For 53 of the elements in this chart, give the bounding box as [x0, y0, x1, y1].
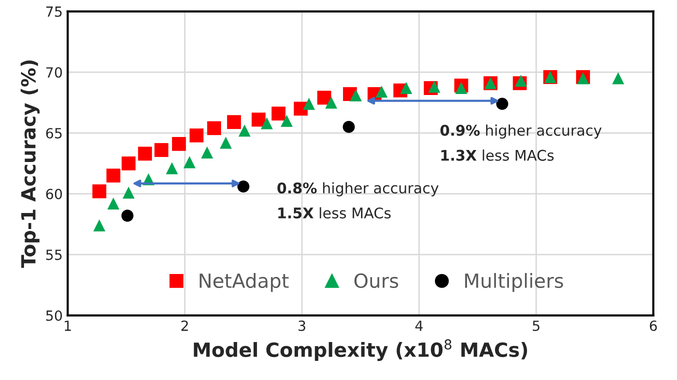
point	[106, 168, 120, 183]
y-tick-label: 60	[46, 188, 62, 200]
point	[121, 210, 134, 222]
legend-label: Multipliers	[465, 273, 564, 292]
x-tick-label: 6	[650, 320, 657, 332]
point	[122, 156, 136, 170]
point	[342, 120, 355, 133]
point	[172, 137, 186, 151]
annotation: 0.9% higher accuracy 1.3X less MACs	[440, 124, 602, 161]
legend-label: Ours	[354, 273, 398, 288]
x-tick-label: 1	[64, 320, 71, 331]
point	[496, 98, 508, 110]
annotation: 0.8% higher accuracy 1.5X less MACs	[277, 182, 439, 219]
point	[227, 115, 241, 129]
point	[428, 80, 440, 93]
point	[138, 146, 152, 161]
point	[93, 219, 106, 232]
y-tick-label: 55	[46, 250, 62, 260]
point	[92, 184, 106, 198]
x-tick-label: 4	[415, 320, 423, 331]
point	[201, 146, 214, 158]
point	[107, 198, 120, 210]
y-tick-label: 50	[46, 310, 62, 321]
point	[166, 162, 178, 174]
x-tick-label: 5	[532, 320, 540, 332]
point	[183, 156, 196, 168]
point	[122, 186, 135, 199]
point	[280, 114, 293, 127]
point	[400, 82, 412, 94]
point	[514, 74, 527, 87]
point	[260, 117, 273, 130]
point	[612, 72, 624, 84]
point	[302, 98, 315, 110]
point	[455, 82, 468, 94]
x-axis-title: Model Complexity (x10$^{8}$ MACs)	[194, 339, 528, 361]
y-tick-label: 70	[46, 67, 62, 78]
point	[350, 89, 362, 102]
point	[272, 106, 286, 120]
point	[238, 124, 251, 137]
point	[207, 121, 222, 136]
point	[376, 86, 388, 98]
point	[154, 143, 168, 157]
y-axis-title: Top-1 Accuracy (%)	[20, 60, 40, 268]
point	[252, 112, 266, 127]
point	[237, 180, 250, 193]
point	[220, 136, 232, 149]
x-tick-label: 3	[298, 320, 306, 332]
y-tick-label: 65	[46, 128, 62, 138]
point	[190, 128, 204, 142]
point	[325, 96, 338, 109]
legend-label: NetAdapt	[200, 273, 289, 292]
x-tick-label: 2	[181, 320, 188, 331]
y-tick-label: 75	[46, 6, 62, 17]
